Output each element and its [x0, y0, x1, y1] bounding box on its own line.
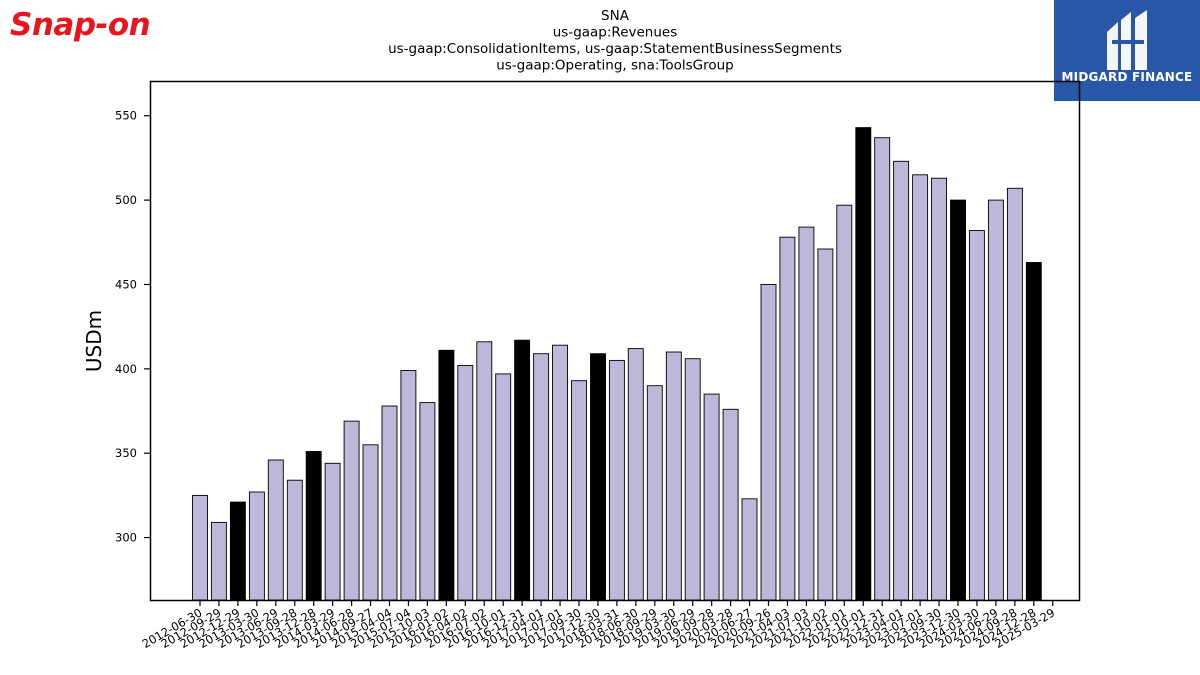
bar-2012-09-29 — [210, 521, 227, 601]
snapon-logo-text: Snap-on — [10, 7, 150, 43]
bar-2015-07-04 — [400, 370, 417, 601]
snapon-logo: Snap-on — [8, 4, 183, 44]
bar-2023-12-30 — [950, 199, 966, 601]
bar-2024-03-30 — [968, 230, 985, 601]
bar-2014-09-27 — [362, 444, 379, 601]
bar-2013-06-29 — [267, 459, 284, 601]
bar-2012-06-30 — [192, 494, 208, 601]
midgard-finance-text: MIDGARD FINANCE — [1061, 70, 1193, 84]
bar-2016-10-01 — [495, 373, 512, 601]
y-tick-label-300: 300 — [115, 531, 137, 545]
y-tick-label-350: 350 — [115, 446, 137, 460]
bar-2018-03-31 — [608, 359, 625, 601]
bar-2024-09-28 — [1006, 187, 1023, 601]
bar-2016-01-02 — [438, 349, 455, 601]
bar-2022-12-31 — [874, 137, 891, 601]
y-tick-label-400: 400 — [115, 362, 137, 376]
bar-2024-06-29 — [987, 199, 1004, 601]
snapon-logo-mark: Snap-on — [10, 7, 151, 43]
bar-2017-07-01 — [552, 344, 568, 601]
bar-2012-12-29 — [229, 501, 246, 601]
bar-2016-04-02 — [457, 365, 474, 601]
bar-2015-04-04 — [381, 405, 398, 601]
y-tick-label-500: 500 — [115, 193, 137, 207]
bar-2020-03-28 — [722, 408, 739, 601]
y-tick-label-450: 450 — [115, 277, 137, 291]
bar-2013-12-28 — [305, 451, 322, 601]
y-axis-label: USDm — [82, 310, 106, 372]
bar-2018-06-30 — [627, 348, 644, 601]
chart-title-line-1: SNA — [601, 8, 630, 24]
bar-2016-07-02 — [476, 341, 493, 601]
bar-2013-03-30 — [248, 491, 265, 601]
x-axis: 2012-06-302012-09-292012-12-292013-03-30… — [140, 600, 1057, 651]
bar-2017-09-30 — [571, 380, 587, 601]
bar-2013-09-28 — [286, 479, 303, 601]
bars — [192, 127, 1042, 601]
bar-2019-09-28 — [703, 393, 720, 601]
bar-2014-06-28 — [343, 420, 360, 601]
bar-2023-04-01 — [893, 160, 910, 601]
bar-2017-04-01 — [533, 353, 550, 601]
y-axis: 300 350 400 450 500 550 — [115, 109, 151, 545]
bar-2024-12-28 — [1025, 262, 1042, 601]
chart-title: SNA us-gaap:Revenues us-gaap:Consolidati… — [388, 8, 842, 74]
bar-2023-09-30 — [931, 177, 947, 601]
bar-2019-06-29 — [684, 358, 701, 601]
bar-2014-03-29 — [324, 462, 341, 601]
bar-2020-09-26 — [760, 284, 777, 601]
plot-frame — [149, 80, 1081, 602]
bar-2021-04-03 — [779, 236, 796, 601]
bar-2017-12-30 — [590, 353, 606, 601]
chart-title-line-2: us-gaap:Revenues — [553, 25, 678, 41]
bar-2022-10-01 — [855, 127, 872, 601]
bar-2022-01-01 — [836, 204, 853, 601]
chart-title-line-4: us-gaap:Operating, sna:ToolsGroup — [496, 58, 734, 74]
midgard-finance-logo: MIDGARD FINANCE — [1054, 0, 1200, 101]
midgard-finance-mark-icon — [1107, 10, 1147, 70]
bar-2019-03-30 — [665, 351, 682, 601]
bar-2018-09-29 — [646, 385, 663, 601]
bar-2020-06-27 — [741, 498, 758, 601]
bar-2016-12-31 — [514, 339, 531, 601]
bar-2015-10-03 — [419, 402, 436, 601]
bar-2021-10-02 — [817, 248, 834, 601]
bar-2021-07-03 — [798, 226, 815, 601]
bar-2023-07-01 — [912, 174, 929, 601]
chart-title-line-3: us-gaap:ConsolidationItems, us-gaap:Stat… — [388, 41, 842, 57]
y-tick-label-550: 550 — [115, 109, 137, 123]
